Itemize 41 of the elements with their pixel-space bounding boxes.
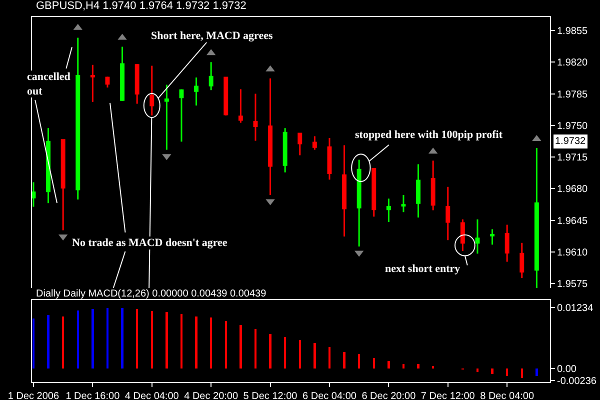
bar	[166, 312, 168, 369]
bar	[76, 310, 79, 369]
bar	[106, 308, 109, 369]
bar	[432, 366, 434, 369]
chart-title: Dially Daily MACD(12,26) 0.00000 0.00439 0.00439	[36, 288, 267, 300]
bar	[388, 360, 390, 369]
bar	[298, 340, 301, 369]
x-tick-label: 1 Dec 2006	[8, 391, 60, 400]
bar	[536, 368, 538, 376]
x-tick-label: 1 Dec 16:00	[66, 391, 120, 400]
bar	[284, 337, 286, 369]
bar	[520, 368, 523, 378]
bar	[121, 308, 124, 369]
bar	[402, 364, 405, 369]
bar	[254, 329, 257, 369]
bar	[476, 368, 479, 372]
bar	[269, 334, 272, 369]
bar	[417, 364, 420, 369]
bar	[136, 308, 138, 369]
y-tick-label: -0.00236	[557, 376, 597, 387]
bar	[314, 342, 316, 369]
bar	[343, 352, 346, 369]
bar	[92, 308, 94, 369]
bar	[224, 321, 227, 369]
y-tick-label: 1.9575	[557, 278, 588, 290]
bar	[491, 368, 494, 374]
bar	[240, 325, 242, 369]
y-tick-label: 0.00	[557, 364, 577, 376]
y-tick-label: 0.01234	[557, 303, 594, 314]
x-tick-label: 6 Dec 20:00	[362, 391, 416, 400]
x-tick-label: 4 Dec 04:00	[124, 391, 180, 400]
bar	[195, 316, 198, 369]
x-tick-label: 5 Dec 12:00	[243, 391, 298, 400]
bar	[506, 368, 508, 376]
x-tick-label: 8 Dec 04:00	[480, 391, 534, 400]
x-tick-label: 6 Dec 04:00	[302, 391, 357, 400]
bar	[180, 314, 183, 369]
bar	[47, 314, 50, 369]
bar	[150, 310, 153, 369]
x-tick-label: 7 Dec 12:00	[420, 391, 476, 400]
x-tick-label: 4 Dec 20:00	[184, 391, 238, 400]
